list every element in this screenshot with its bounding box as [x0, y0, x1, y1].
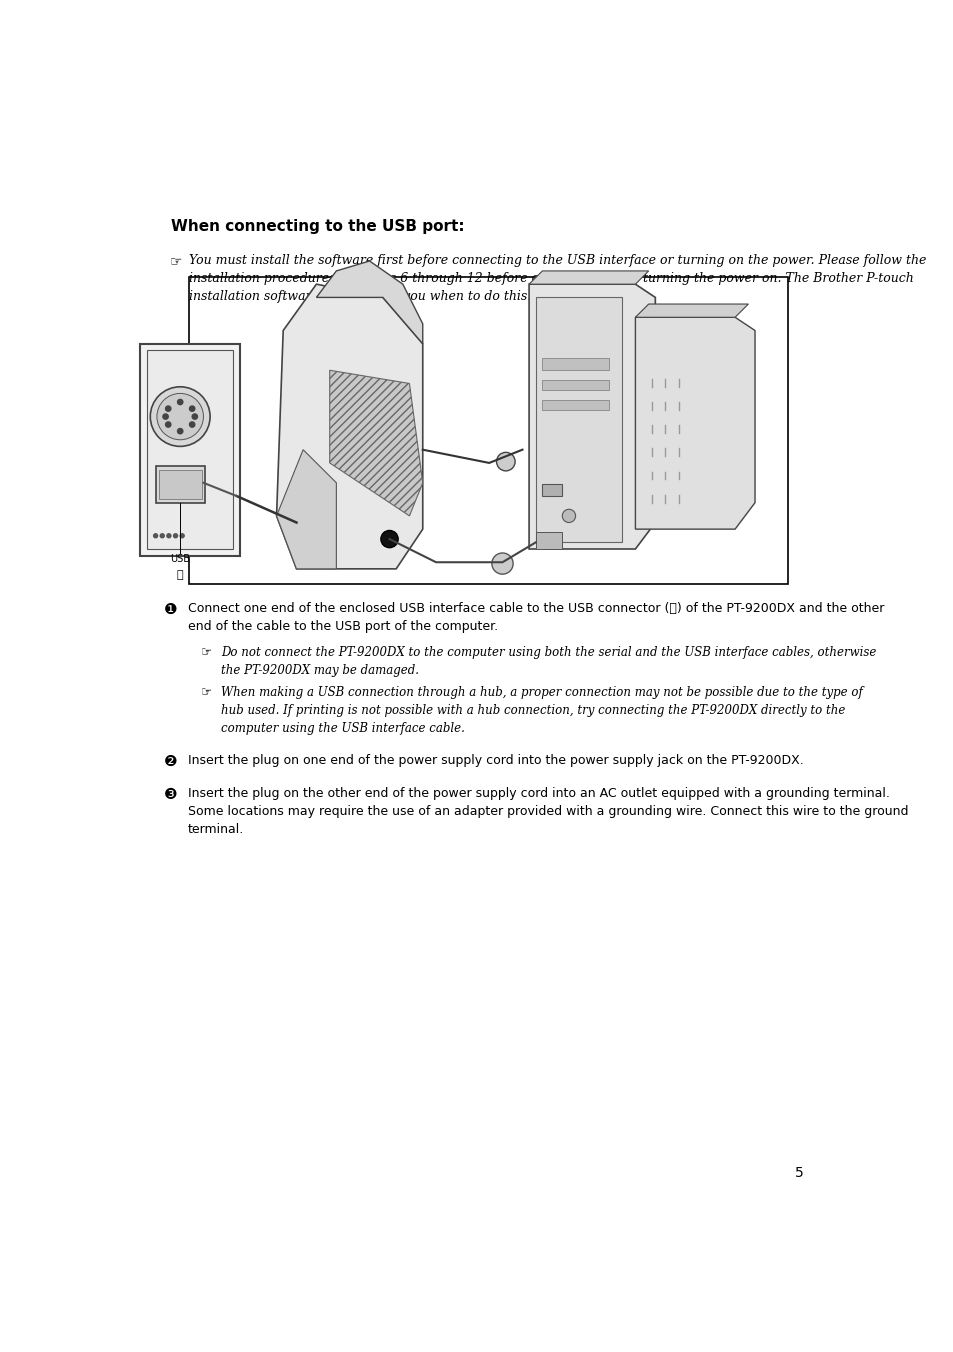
Polygon shape — [330, 370, 422, 516]
Text: Connect one end of the enclosed USB interface cable to the USB connector (⭡) of : Connect one end of the enclosed USB inte… — [188, 602, 883, 633]
Circle shape — [496, 453, 515, 470]
Polygon shape — [316, 261, 422, 343]
Bar — [190, 277, 787, 584]
Text: ☞: ☞ — [200, 685, 212, 699]
Text: ❷: ❷ — [164, 753, 177, 768]
Bar — [155, 466, 205, 503]
Text: Insert the plug on the other end of the power supply cord into an AC outlet equi: Insert the plug on the other end of the … — [188, 787, 907, 836]
Bar — [140, 343, 240, 556]
Circle shape — [177, 399, 183, 404]
Bar — [536, 533, 561, 549]
Polygon shape — [529, 270, 648, 284]
Polygon shape — [276, 284, 422, 569]
Circle shape — [153, 534, 157, 538]
Circle shape — [561, 510, 575, 522]
Polygon shape — [635, 318, 754, 529]
Text: 5: 5 — [794, 1167, 803, 1180]
Circle shape — [166, 406, 171, 411]
Bar — [542, 400, 608, 410]
Circle shape — [166, 422, 171, 427]
Circle shape — [151, 387, 210, 446]
Bar — [147, 350, 233, 549]
Text: ☞: ☞ — [170, 254, 182, 268]
Text: You must install the software first before connecting to the USB interface or tu: You must install the software first befo… — [190, 254, 926, 303]
Text: Do not connect the PT-9200DX to the computer using both the serial and the USB i: Do not connect the PT-9200DX to the comp… — [221, 646, 876, 677]
Circle shape — [190, 422, 194, 427]
Circle shape — [380, 530, 397, 548]
Circle shape — [192, 414, 197, 419]
Text: When connecting to the USB port:: When connecting to the USB port: — [171, 219, 464, 234]
Text: When making a USB connection through a hub, a proper connection may not be possi: When making a USB connection through a h… — [221, 685, 862, 735]
Circle shape — [190, 406, 194, 411]
Polygon shape — [635, 304, 747, 318]
Circle shape — [173, 534, 177, 538]
Text: ☞: ☞ — [200, 646, 212, 660]
Circle shape — [160, 534, 164, 538]
Bar — [542, 380, 608, 391]
Circle shape — [156, 393, 203, 439]
Circle shape — [177, 429, 183, 434]
Text: Insert the plug on one end of the power supply cord into the power supply jack o: Insert the plug on one end of the power … — [188, 753, 803, 767]
Circle shape — [492, 553, 513, 575]
Text: ❸: ❸ — [164, 787, 177, 802]
Bar — [542, 484, 561, 496]
Bar — [536, 297, 621, 542]
Bar — [159, 469, 202, 499]
Text: ⭡: ⭡ — [176, 571, 183, 580]
Circle shape — [167, 534, 171, 538]
Text: ❶: ❶ — [164, 602, 177, 617]
Bar — [542, 358, 608, 370]
Polygon shape — [276, 450, 336, 569]
Circle shape — [163, 414, 168, 419]
Text: USB: USB — [170, 554, 190, 564]
Circle shape — [180, 534, 184, 538]
Polygon shape — [529, 284, 655, 549]
